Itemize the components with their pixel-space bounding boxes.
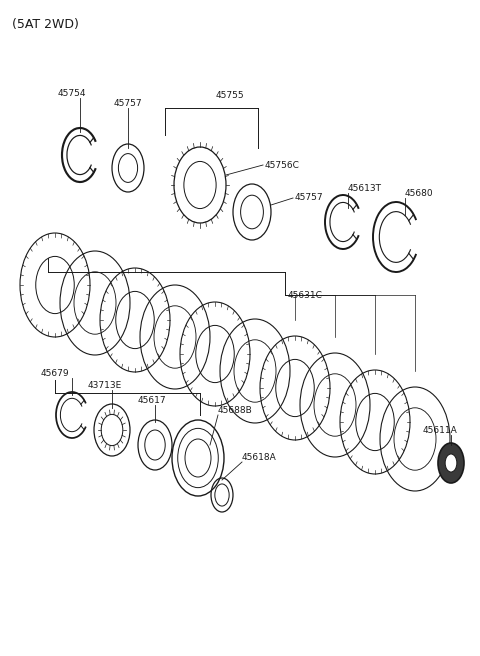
- Text: 45618A: 45618A: [242, 453, 277, 462]
- Text: 45611A: 45611A: [422, 426, 457, 435]
- Text: (5AT 2WD): (5AT 2WD): [12, 18, 79, 31]
- Text: 45679: 45679: [41, 369, 69, 378]
- Text: 45617: 45617: [138, 396, 166, 405]
- Text: 45755: 45755: [216, 91, 244, 100]
- Text: 43713E: 43713E: [88, 381, 122, 390]
- Text: 45757: 45757: [114, 99, 142, 108]
- Text: 45631C: 45631C: [288, 291, 323, 300]
- Text: 45613T: 45613T: [348, 184, 382, 193]
- Text: 45754: 45754: [58, 89, 86, 98]
- Text: 45756C: 45756C: [265, 161, 300, 169]
- Text: 45757: 45757: [295, 194, 324, 203]
- Text: 45680: 45680: [405, 189, 433, 198]
- Ellipse shape: [445, 454, 457, 472]
- Ellipse shape: [438, 443, 464, 483]
- Text: 45688B: 45688B: [218, 406, 253, 415]
